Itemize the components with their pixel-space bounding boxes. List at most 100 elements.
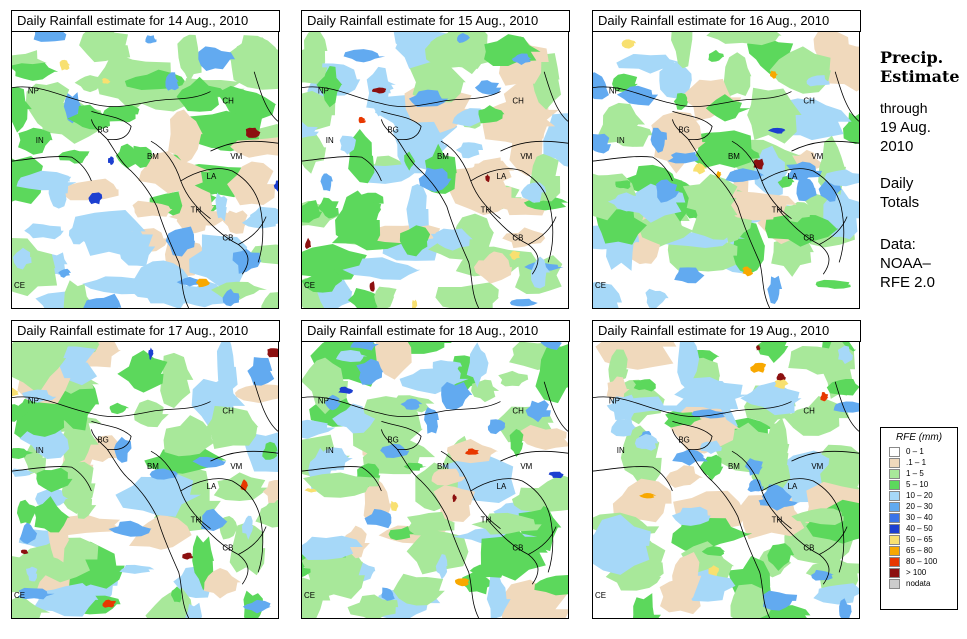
rain-cell <box>664 411 703 428</box>
rain-cell <box>19 522 38 545</box>
data-source-line2: NOAA– <box>880 255 931 272</box>
rain-cell <box>671 32 693 69</box>
rain-cell <box>595 342 677 370</box>
country-label-ce: CE <box>14 591 25 600</box>
rain-cell <box>350 342 379 351</box>
legend-item: nodata <box>889 578 957 589</box>
rain-cell <box>783 201 813 223</box>
rain-cell <box>730 583 774 618</box>
country-border <box>302 86 501 107</box>
rain-cell <box>347 594 399 618</box>
legend-label: nodata <box>906 578 931 588</box>
rain-cell <box>777 176 795 188</box>
rain-cell <box>540 342 562 350</box>
rain-cell <box>216 85 277 123</box>
rain-cell <box>744 458 763 476</box>
country-label-la: LA <box>207 172 217 181</box>
country-label-ce: CE <box>304 591 315 600</box>
rain-cell <box>338 386 354 394</box>
country-label-bm: BM <box>728 462 740 471</box>
country-border <box>761 168 845 263</box>
country-border <box>12 86 211 107</box>
rain-cell <box>750 362 767 373</box>
rain-cell <box>457 32 471 44</box>
rain-cell <box>114 436 132 463</box>
rain-cell <box>117 350 168 393</box>
country-label-la: LA <box>788 172 798 181</box>
rain-cell <box>435 553 448 580</box>
rain-cell <box>407 511 456 536</box>
rain-cell <box>216 342 238 403</box>
rain-cell <box>833 401 859 413</box>
rain-cell <box>525 400 551 423</box>
rain-cell <box>242 599 272 614</box>
legend-item: 50 – 65 <box>889 534 957 545</box>
country-label-in: IN <box>326 136 334 145</box>
rain-cell <box>176 181 215 234</box>
country-label-vm: VM <box>520 462 532 471</box>
rain-cell <box>796 177 817 202</box>
country-label-bm: BM <box>728 152 740 161</box>
rain-cell <box>485 173 490 183</box>
legend-label: 5 – 10 <box>906 479 929 489</box>
rain-cell <box>674 377 749 410</box>
rain-cell <box>727 146 760 161</box>
rain-cell <box>227 161 276 206</box>
rain-cell <box>12 404 31 422</box>
rain-cell <box>59 59 71 71</box>
rain-cell <box>593 281 622 308</box>
rain-cell <box>109 402 130 415</box>
rain-cell <box>12 62 59 81</box>
country-label-bg: BG <box>678 125 689 134</box>
daily-totals-line2: Totals <box>880 194 920 211</box>
country-label-bg: BG <box>387 125 398 134</box>
country-label-cb: CB <box>222 233 233 242</box>
rain-cell <box>621 39 637 49</box>
rain-cell <box>375 342 412 380</box>
panel-title-15-aug: Daily Rainfall estimate for 15 Aug., 201… <box>301 10 570 32</box>
rain-cell <box>255 499 278 528</box>
rain-cell <box>145 35 157 44</box>
rain-cell <box>206 405 259 450</box>
rain-cell <box>102 599 116 608</box>
rain-cell <box>182 552 193 560</box>
rain-cell <box>232 248 262 274</box>
rain-cell <box>18 396 69 437</box>
country-label-bm: BM <box>437 152 449 161</box>
country-label-np: NP <box>28 397 39 406</box>
country-border <box>302 396 501 417</box>
country-border <box>672 111 713 141</box>
rain-cell <box>17 587 55 600</box>
rain-cell <box>165 72 179 91</box>
rain-cell <box>593 514 651 575</box>
rain-cell <box>811 569 834 581</box>
rain-cell <box>815 279 851 289</box>
country-label-ch: CH <box>512 96 524 105</box>
rain-cell <box>305 237 312 249</box>
rain-cell <box>478 105 505 124</box>
rain-cell <box>486 569 511 618</box>
rain-cell <box>452 493 457 503</box>
legend-swatch <box>889 556 900 567</box>
rain-cell <box>390 500 399 512</box>
rain-cell <box>837 345 853 365</box>
country-border <box>238 216 267 245</box>
country-border <box>12 466 92 492</box>
rain-cell <box>316 65 343 108</box>
rainfall-map-17-aug: NP IN BG BM CH VM LA TH CB CE <box>11 341 279 619</box>
country-label-cb: CB <box>222 543 233 552</box>
panel-title-17-aug: Daily Rainfall estimate for 17 Aug., 201… <box>11 320 280 342</box>
country-border <box>819 526 848 555</box>
legend-label: 10 – 20 <box>906 490 933 500</box>
rain-cell <box>262 480 278 503</box>
through-label: through <box>880 100 928 116</box>
rain-cell <box>168 109 203 164</box>
legend-label: 1 – 5 <box>906 468 924 478</box>
rain-cell <box>32 583 99 617</box>
rain-cell <box>200 508 228 532</box>
rain-cell <box>747 87 802 144</box>
rain-cell <box>12 448 34 459</box>
rain-cell <box>364 508 392 529</box>
rain-cell <box>25 82 74 131</box>
rain-cell <box>222 288 240 307</box>
